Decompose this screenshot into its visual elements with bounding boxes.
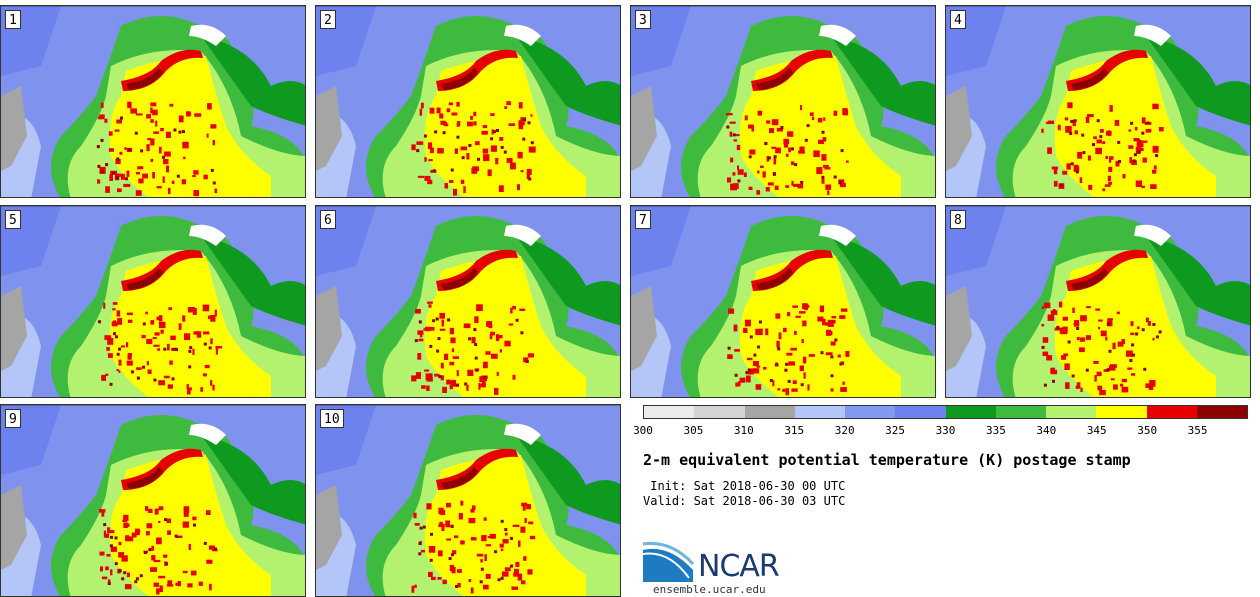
panel-label: 7	[635, 210, 651, 229]
colorbar-tick-label: 310	[733, 424, 754, 437]
map-panel: 9	[0, 404, 306, 597]
colorbar-tick-label: 330	[935, 424, 956, 437]
colorbar-segment	[1096, 406, 1147, 418]
colorbar-tick-label: 345	[1086, 424, 1107, 437]
colorbar-tick-label: 300	[633, 424, 653, 437]
map-panel: 2	[315, 5, 621, 198]
colorbar-segment	[1146, 406, 1197, 418]
colorbar-segment	[845, 406, 896, 418]
map-panel: 7	[630, 205, 936, 398]
map-panel: 4	[945, 5, 1251, 198]
colorbar-segment	[945, 406, 996, 418]
colorbar-segment	[995, 406, 1046, 418]
colorbar-segment	[895, 406, 946, 418]
colorbar-segment	[694, 406, 745, 418]
panel-label: 2	[320, 10, 336, 29]
panel-label: 1	[5, 10, 21, 29]
map-panel: 1	[0, 5, 306, 198]
colorbar-segment	[794, 406, 845, 418]
map-panel: 8	[945, 205, 1251, 398]
valid-time: Valid: Sat 2018-06-30 03 UTC	[643, 494, 846, 508]
colorbar-segment	[744, 406, 795, 418]
ncar-logo-text: NCAR	[698, 549, 780, 584]
panel-label: 6	[320, 210, 336, 229]
map-panel: 5	[0, 205, 306, 398]
colorbar-segment	[1196, 406, 1247, 418]
panel-label: 9	[5, 409, 21, 428]
colorbar-tick-label: 355	[1187, 424, 1208, 437]
panel-label: 8	[950, 210, 966, 229]
colorbar-tick-label: 305	[683, 424, 704, 437]
figure-title: 2-m equivalent potential temperature (K)…	[643, 451, 1131, 469]
colorbar-tick-label: 350	[1137, 424, 1158, 437]
map-panel: 6	[315, 205, 621, 398]
site-url: ensemble.ucar.edu	[653, 583, 766, 596]
colorbar-segment	[644, 406, 695, 418]
colorbar	[643, 405, 1248, 419]
panel-label: 4	[950, 10, 966, 29]
panel-label: 10	[320, 409, 344, 428]
ncar-logo-icon	[642, 540, 695, 586]
colorbar-tick-label: 335	[985, 424, 1006, 437]
colorbar-tick-label: 320	[834, 424, 855, 437]
colorbar-tick-label: 340	[1036, 424, 1057, 437]
colorbar-tick-label: 325	[885, 424, 906, 437]
panel-label: 3	[635, 10, 651, 29]
panel-label: 5	[5, 210, 21, 229]
colorbar-tick-label: 315	[784, 424, 805, 437]
colorbar-segment	[1046, 406, 1097, 418]
init-time: Init: Sat 2018-06-30 00 UTC	[643, 479, 846, 493]
map-panel: 3	[630, 5, 936, 198]
map-panel: 10	[315, 404, 621, 597]
